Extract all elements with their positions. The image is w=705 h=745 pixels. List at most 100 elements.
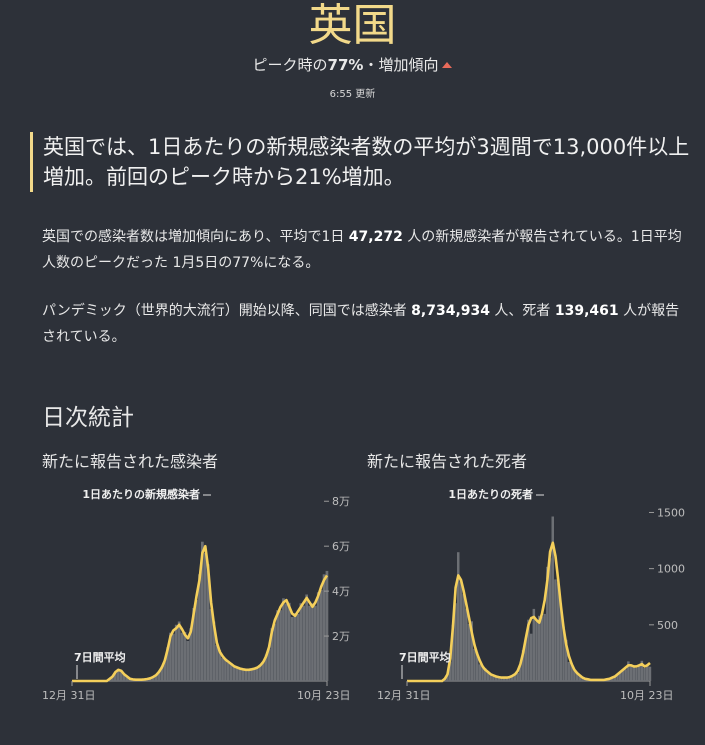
daily-bar xyxy=(244,670,248,681)
daily-bar xyxy=(282,598,285,681)
trend-label: ・増加傾向 xyxy=(363,56,439,74)
daily-bar xyxy=(632,666,635,681)
daily-bar xyxy=(567,662,571,681)
peak-percent: 77% xyxy=(327,56,364,74)
daily-bar xyxy=(475,652,479,681)
daily-bar xyxy=(610,678,614,681)
daily-bar xyxy=(299,603,303,681)
daily-bar xyxy=(478,664,482,681)
daily-bar xyxy=(122,674,126,681)
daily-bar xyxy=(183,632,187,681)
daily-bar xyxy=(578,675,581,681)
para1-text-2: 人の新規感染者が報告されている。1日平均人数のピークだった 1月5日の77%にな… xyxy=(42,229,682,271)
average-series-label: 7日間平均 xyxy=(399,650,451,664)
daily-bar xyxy=(521,650,525,681)
daily-bar xyxy=(232,667,236,681)
daily-bar xyxy=(448,661,452,681)
y-tick-label: 8万 xyxy=(332,495,350,508)
cases-chart: 2万 4万 6万 8万 12月 31日 10月 23日 1日あたりの新規感染者 7日間平均 xyxy=(42,487,351,702)
daily-bar xyxy=(570,662,573,681)
seven-day-average-line xyxy=(72,544,329,683)
daily-bar xyxy=(508,676,511,681)
y-tick-label: 1000 xyxy=(657,563,685,576)
daily-bar xyxy=(218,650,222,681)
daily-bar xyxy=(627,661,630,681)
x-start-label: 12月 31日 xyxy=(377,689,431,702)
daily-bar xyxy=(203,552,207,681)
daily-bar xyxy=(486,672,490,681)
daily-bar xyxy=(311,603,314,681)
daily-bar xyxy=(180,632,184,681)
daily-bar xyxy=(241,668,245,681)
daily-bar xyxy=(206,564,210,681)
daily-bar xyxy=(264,654,268,681)
daily-bar xyxy=(492,676,495,681)
daily-bar xyxy=(467,624,471,681)
x-end-label: 10月 23日 xyxy=(297,689,351,702)
x-end-label: 10月 23日 xyxy=(620,689,674,702)
daily-bar xyxy=(613,675,617,681)
daily-bar xyxy=(527,619,530,681)
daily-bar xyxy=(524,638,527,681)
total-deaths: 139,461 xyxy=(554,303,619,319)
daily-bar xyxy=(454,603,457,681)
daily-bar xyxy=(116,668,120,681)
daily-bar xyxy=(154,674,158,681)
daily-bar xyxy=(319,590,323,681)
daily-bar xyxy=(192,608,195,681)
para2-text-1: パンデミック（世界的大流行）開始以降、同国では感染者 xyxy=(42,303,412,319)
total-cases: 8,734,934 xyxy=(411,303,490,319)
daily-bar xyxy=(215,645,219,681)
daily-bar xyxy=(451,624,455,681)
lead-summary: 英国では、1日あたりの新規感染者数の平均が3週間で13,000件以上増加。前回の… xyxy=(30,132,693,192)
daily-avg-cases: 47,272 xyxy=(348,229,403,245)
daily-bar xyxy=(227,662,230,681)
daily-bar xyxy=(279,610,282,681)
daily-bar xyxy=(616,673,619,681)
daily-bar xyxy=(497,677,500,681)
daily-bar xyxy=(481,665,484,681)
daily-bar xyxy=(114,672,117,681)
daily-bar xyxy=(546,566,549,681)
daily-bar xyxy=(253,668,256,681)
x-start-label: 12月 31日 xyxy=(42,689,96,702)
seven-day-average-line xyxy=(407,541,651,683)
daily-bar xyxy=(287,602,291,681)
daily-bar xyxy=(296,614,300,681)
daily-bar xyxy=(325,570,329,681)
daily-bar xyxy=(556,582,560,681)
daily-bar xyxy=(250,669,253,681)
daily-bar xyxy=(462,594,465,681)
y-tick-label: 500 xyxy=(657,619,678,632)
daily-bar xyxy=(470,621,473,681)
daily-bar xyxy=(473,648,476,681)
daily-bar xyxy=(160,666,164,681)
y-tick-label: 4万 xyxy=(332,585,350,598)
daily-bar xyxy=(290,617,294,681)
para1-text-1: 英国での感染者数は増加傾向にあり、平均で1日 xyxy=(42,229,349,245)
daily-bar xyxy=(511,676,514,681)
daily-bar xyxy=(157,671,161,681)
daily-bar xyxy=(258,664,262,681)
daily-series-label: 1日あたりの新規感染者 xyxy=(82,487,200,501)
daily-bar xyxy=(494,675,498,681)
y-tick-label: 1500 xyxy=(657,506,685,519)
trend-subtitle: ピーク時の77%・増加傾向 xyxy=(0,54,705,75)
daily-bar xyxy=(229,663,233,681)
daily-bar xyxy=(513,673,517,681)
daily-bar xyxy=(221,657,224,681)
daily-bar xyxy=(189,628,193,681)
daily-bar xyxy=(446,673,449,681)
totals-paragraph: パンデミック（世界的大流行）開始以降、同国では感染者 8,734,934 人、死… xyxy=(42,298,682,350)
daily-bar xyxy=(247,669,250,681)
daily-bar xyxy=(111,675,114,681)
daily-bar xyxy=(648,666,652,681)
daily-bar xyxy=(172,633,175,681)
daily-bar xyxy=(646,664,649,681)
daily-bar xyxy=(459,581,463,681)
daily-bar xyxy=(174,624,178,681)
section-title: 日次統計 xyxy=(42,405,134,431)
daily-bar xyxy=(575,671,579,681)
daily-bar xyxy=(201,541,204,681)
daily-bar xyxy=(505,678,509,681)
